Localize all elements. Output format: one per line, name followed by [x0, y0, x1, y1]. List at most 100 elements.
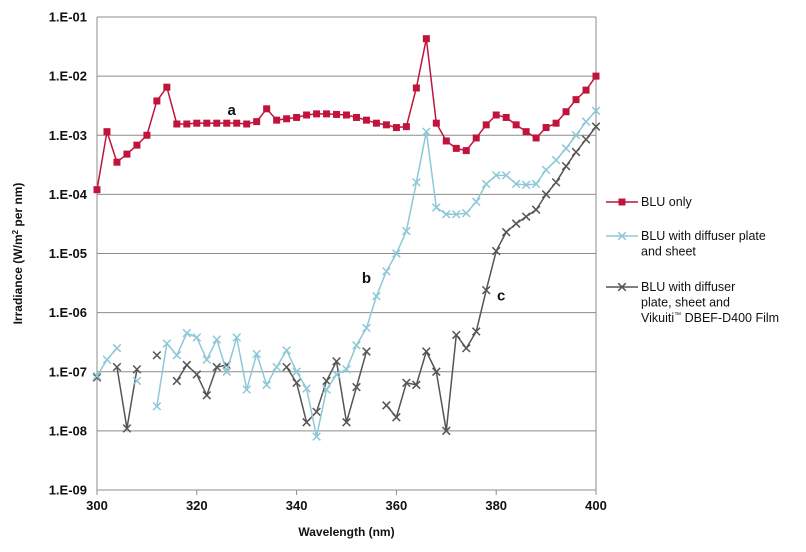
data-point	[262, 380, 271, 390]
data-point	[202, 390, 212, 400]
data-point	[152, 350, 162, 360]
data-point	[153, 97, 161, 105]
y-tick-label: 1.E-01	[49, 10, 87, 25]
data-point	[441, 426, 451, 436]
legend-marker	[617, 231, 627, 241]
data-point	[591, 122, 601, 131]
data-point	[481, 285, 491, 295]
data-point	[491, 170, 501, 180]
y-axis-title-superscript: 2	[11, 229, 20, 234]
data-point	[591, 106, 601, 116]
data-point	[293, 113, 301, 121]
data-point	[112, 343, 122, 353]
data-point	[531, 205, 541, 215]
data-point	[283, 115, 291, 123]
data-point	[183, 120, 191, 128]
data-point	[212, 335, 222, 344]
data-point	[202, 355, 212, 365]
x-axis-title: Wavelength (nm)	[298, 525, 394, 539]
data-point	[492, 111, 500, 119]
data-point	[152, 402, 162, 411]
data-point	[193, 119, 201, 127]
data-point	[223, 119, 231, 127]
data-point	[431, 367, 441, 377]
data-point	[352, 113, 360, 121]
data-point	[242, 385, 252, 394]
data-point	[461, 343, 471, 353]
data-point	[482, 121, 490, 129]
data-point	[582, 86, 590, 94]
data-point	[323, 110, 331, 118]
data-point	[392, 124, 400, 132]
data-point	[182, 328, 192, 338]
data-point	[102, 355, 112, 365]
data-point	[352, 340, 361, 350]
data-point	[392, 249, 401, 258]
data-point	[292, 378, 301, 388]
data-point	[322, 385, 331, 394]
data-point	[342, 417, 351, 427]
y-tick-label: 1.E-09	[49, 483, 87, 498]
data-point	[312, 407, 321, 417]
data-point	[511, 219, 521, 228]
axes	[96, 17, 597, 495]
data-point	[192, 333, 202, 342]
series-annotations: c b a	[228, 102, 506, 305]
data-point	[412, 84, 420, 92]
legend: BLU only BLU with diffuser plate and sheet…	[606, 195, 779, 325]
data-point	[521, 180, 531, 190]
data-point	[282, 362, 291, 372]
data-point	[481, 179, 491, 189]
data-point	[192, 370, 202, 379]
legend-label: Vikuiti™ DBEF-D400 Film	[641, 311, 779, 325]
data-point	[511, 179, 521, 189]
data-point	[471, 327, 481, 336]
data-point	[571, 147, 581, 157]
series-label-c: c	[497, 288, 505, 305]
data-point	[522, 128, 530, 136]
data-point	[551, 155, 561, 165]
data-point	[571, 130, 581, 140]
data-point	[362, 116, 370, 124]
x-tick-label: 340	[286, 498, 308, 513]
data-point	[113, 158, 121, 166]
y-tick-label: 1.E-08	[49, 423, 87, 438]
data-point	[501, 170, 511, 180]
x-tick-label: 360	[386, 498, 408, 513]
x-tick-label: 320	[186, 498, 208, 513]
series-line	[385, 126, 597, 432]
legend-label: and sheet	[641, 245, 696, 259]
data-point	[562, 108, 570, 116]
x-tick-label: 300	[86, 498, 108, 513]
y-tick-labels: 1.E-01 1.E-02 1.E-03 1.E-04 1.E-05 1.E-06 1.E-…	[49, 10, 88, 498]
data-point	[422, 35, 430, 43]
y-axis-title-part: per nm)	[11, 183, 25, 230]
data-point	[302, 384, 311, 393]
y-tick-label: 1.E-04	[49, 187, 88, 202]
y-tick-label: 1.E-02	[49, 69, 87, 84]
data-point	[382, 401, 391, 410]
y-tick-label: 1.E-03	[49, 128, 87, 143]
data-point	[451, 209, 461, 219]
data-point	[542, 124, 550, 132]
data-point	[512, 121, 520, 129]
data-point	[332, 370, 341, 379]
data-point	[93, 186, 101, 194]
data-point	[122, 424, 132, 433]
data-point	[521, 212, 531, 221]
legend-item-a: BLU only	[606, 195, 692, 209]
data-point	[552, 119, 560, 127]
legend-item-b: BLU with diffuser plate and sheet	[606, 229, 766, 259]
data-point	[273, 116, 281, 124]
data-point	[173, 120, 181, 128]
data-point	[441, 209, 451, 219]
data-point	[532, 134, 540, 142]
data-point	[243, 120, 251, 128]
data-point	[362, 347, 371, 356]
data-point	[343, 111, 350, 119]
data-point	[103, 128, 111, 136]
data-point	[143, 131, 151, 139]
data-point	[581, 117, 591, 126]
data-point	[92, 373, 102, 382]
